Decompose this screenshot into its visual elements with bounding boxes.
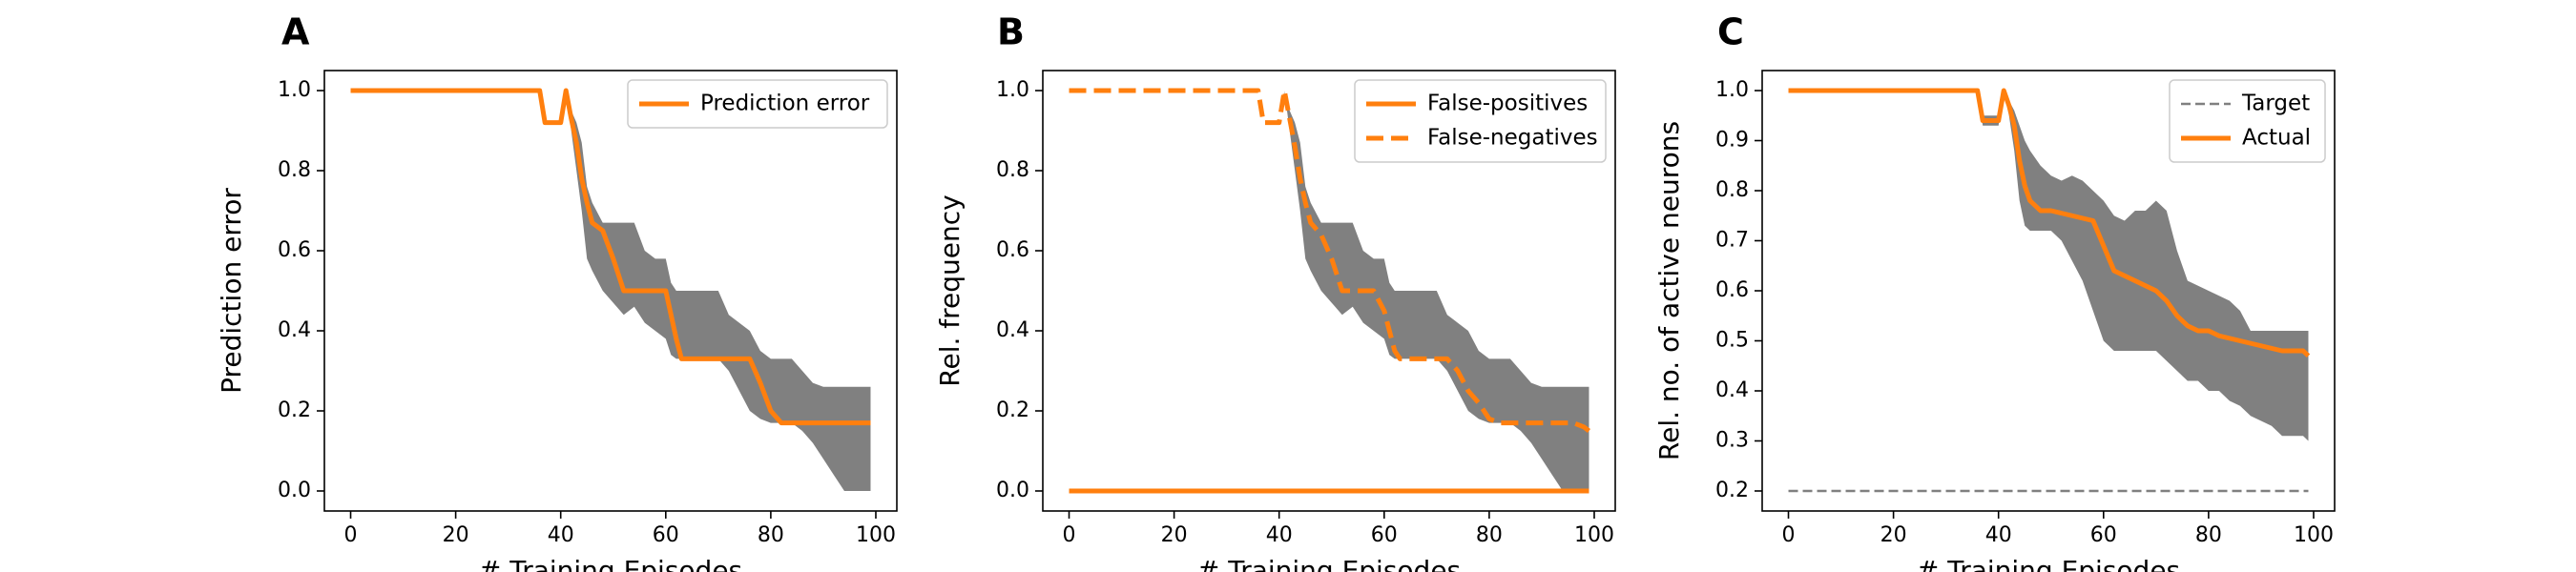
x-tick-label: 60 xyxy=(2090,523,2117,547)
y-tick-label: 0.3 xyxy=(1715,429,1749,453)
x-tick-label: 80 xyxy=(758,523,784,547)
x-tick-label: 80 xyxy=(1476,523,1503,547)
y-axis-label: Rel. no. of active neurons xyxy=(1653,121,1685,460)
y-tick-label: 0.6 xyxy=(1715,278,1749,302)
series-line-actual xyxy=(1788,88,2311,358)
y-tick-label: 1.0 xyxy=(996,78,1029,102)
legend-entry-label: False-negatives xyxy=(1427,126,1598,151)
legend: Target Actual xyxy=(2169,79,2326,163)
y-tick-label: 0.7 xyxy=(1715,229,1749,253)
x-tick-label: 20 xyxy=(1161,523,1188,547)
x-tick-label: 40 xyxy=(1266,523,1293,547)
y-tick-label: 0.8 xyxy=(996,158,1029,182)
y-tick-label: 0.2 xyxy=(278,398,311,422)
legend-entry-label: Target xyxy=(2241,92,2310,116)
y-tick-label: 0.2 xyxy=(996,398,1029,422)
x-axis-label: # Training Episodes xyxy=(1197,555,1461,572)
legend-entry-label: Prediction error xyxy=(700,92,870,116)
panel-letter: B xyxy=(997,11,1025,53)
x-tick-label: 80 xyxy=(2195,523,2222,547)
x-tick-label: 40 xyxy=(548,523,574,547)
x-tick-label: 60 xyxy=(653,523,679,547)
x-tick-label: 0 xyxy=(344,523,358,547)
legend-box xyxy=(627,79,888,129)
legend: False-positives False-negatives xyxy=(1354,79,1607,163)
series-line-prediction-error xyxy=(350,88,871,426)
axes-frame xyxy=(323,70,898,512)
legend-box xyxy=(2169,79,2326,163)
x-tick-label: 60 xyxy=(1371,523,1398,547)
y-tick-label: 0.5 xyxy=(1715,329,1749,353)
x-tick-label: 20 xyxy=(1880,523,1907,547)
y-tick-label: 0.6 xyxy=(996,238,1029,262)
x-tick-label: 20 xyxy=(443,523,469,547)
y-tick-label: 0.8 xyxy=(278,158,311,182)
y-tick-label: 0.0 xyxy=(996,479,1029,502)
legend-entry-label: False-positives xyxy=(1427,92,1588,116)
series-line-false-negatives xyxy=(1069,88,1590,433)
panel-a: A 0 20 40 60 80 100 0.0 0.2 0.4 0.6 0.8 1.0 # Trainin… xyxy=(216,11,898,572)
variability-band xyxy=(350,91,871,491)
legend: Prediction error xyxy=(627,79,888,129)
legend-box xyxy=(1354,79,1607,163)
y-axis-label: Prediction error xyxy=(216,188,247,394)
y-tick-label: 1.0 xyxy=(1715,78,1749,102)
panel-letter: A xyxy=(281,11,310,53)
y-tick-label: 0.9 xyxy=(1715,129,1749,153)
y-tick-label: 0.4 xyxy=(996,318,1029,342)
y-tick-label: 0.6 xyxy=(278,238,311,262)
y-tick-label: 0.0 xyxy=(278,479,311,502)
panel-c: C 0 20 40 60 80 100 0.2 0.3 0.4 0.5 0.6 0.7 0.8 0.9 1.0… xyxy=(1653,11,2336,572)
variability-band xyxy=(1788,91,2309,441)
x-tick-label: 100 xyxy=(2294,523,2334,547)
x-tick-label: 40 xyxy=(1985,523,2012,547)
y-tick-label: 0.2 xyxy=(1715,479,1749,502)
y-tick-label: 0.4 xyxy=(1715,378,1749,402)
y-tick-label: 0.4 xyxy=(278,318,311,342)
y-axis-label: Rel. frequency xyxy=(934,194,966,386)
legend-entry-label: Actual xyxy=(2242,126,2311,151)
panel-letter: C xyxy=(1717,11,1744,53)
panel-b: B 0 20 40 60 80 100 0.0 0.2 0.4 0.6 0.8 1.0 # Trainin… xyxy=(934,11,1616,572)
x-tick-label: 100 xyxy=(1574,523,1614,547)
y-tick-label: 1.0 xyxy=(278,78,311,102)
x-tick-label: 100 xyxy=(856,523,896,547)
y-tick-label: 0.8 xyxy=(1715,178,1749,202)
variability-band xyxy=(1069,91,1589,491)
x-axis-label: # Training Episodes xyxy=(479,555,742,572)
x-axis-label: # Training Episodes xyxy=(1917,555,2180,572)
x-tick-label: 0 xyxy=(1063,523,1076,547)
x-tick-label: 0 xyxy=(1782,523,1796,547)
axes-frame xyxy=(1042,70,1616,512)
